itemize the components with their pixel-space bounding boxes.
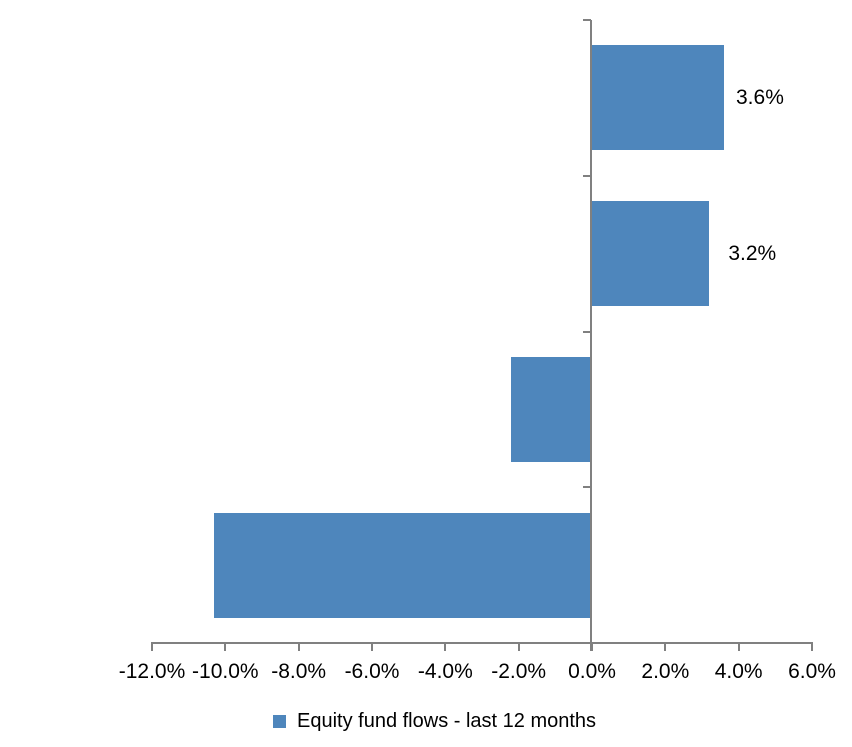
value-axis-tick	[737, 644, 740, 651]
category-axis-line	[590, 20, 592, 651]
bar-us	[592, 201, 710, 307]
x-tick-label-7: 2.0%	[641, 660, 690, 683]
x-tick-label-0: -12.0%	[118, 660, 186, 683]
bar-japan	[592, 45, 724, 151]
x-tick-label-8: 4.0%	[714, 660, 763, 683]
value-axis-tick	[151, 644, 153, 651]
category-axis-tick	[583, 486, 591, 489]
legend-label: Equity fund flows - last 12 months	[297, 710, 597, 732]
category-axis-tick	[583, 19, 591, 21]
value-axis-tick	[224, 644, 227, 651]
bar-uk	[214, 512, 592, 618]
x-tick-label-3: -6.0%	[344, 660, 400, 683]
x-tick-label-6: 0.0%	[568, 660, 616, 683]
value-axis-tick	[371, 644, 373, 651]
bar-europe-ex-uk	[511, 356, 592, 462]
value-axis-tick	[591, 644, 593, 651]
value-axis-tick	[517, 644, 520, 651]
x-tick-label-5: -2.0%	[491, 660, 547, 683]
x-tick-label-2: -8.0%	[271, 660, 327, 683]
category-axis-tick	[583, 174, 591, 177]
value-axis-tick	[664, 644, 667, 651]
value-axis-tick	[297, 644, 300, 651]
category-axis-tick	[583, 642, 591, 644]
value-axis-line	[151, 642, 813, 644]
category-axis-tick	[583, 330, 591, 333]
value-axis-tick	[444, 644, 447, 651]
x-tick-label-4: -4.0%	[417, 660, 473, 683]
data-label-japan: 3.6%	[736, 85, 784, 109]
legend-swatch	[273, 715, 286, 728]
x-tick-label-9: 6.0%	[788, 660, 836, 683]
data-label-us: 3.2%	[728, 241, 777, 265]
x-tick-label-1: -10.0%	[192, 660, 259, 683]
value-axis-tick	[811, 644, 813, 651]
